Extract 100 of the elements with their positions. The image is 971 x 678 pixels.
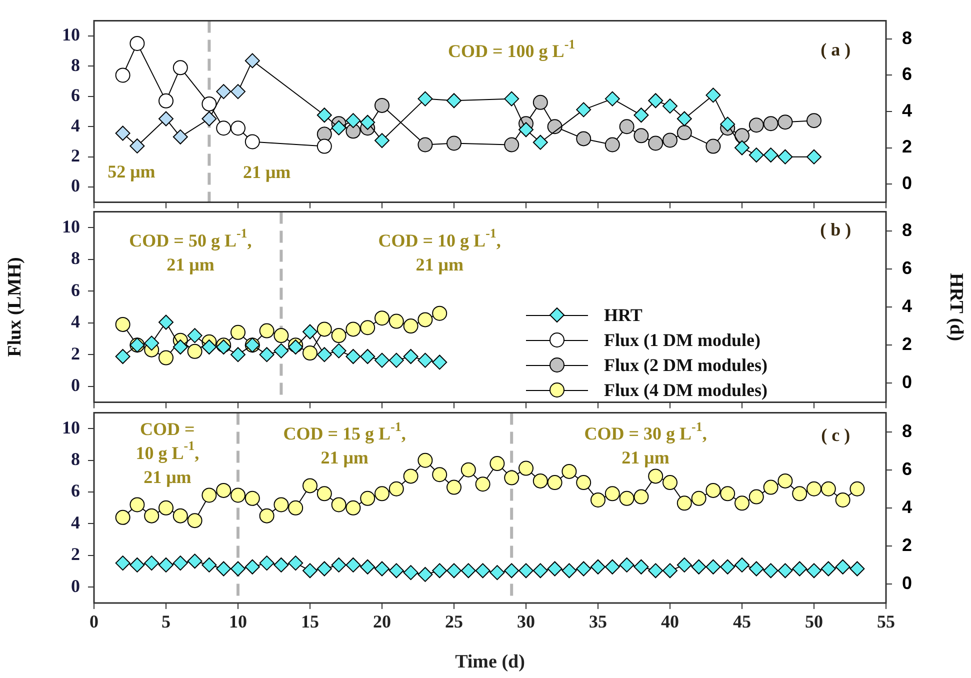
point — [144, 556, 160, 571]
point — [115, 510, 130, 525]
point — [820, 561, 836, 576]
point — [532, 94, 548, 110]
point — [158, 557, 174, 572]
point — [418, 312, 433, 328]
point — [360, 114, 376, 130]
legend-label: Flux (4 DM modules) — [604, 379, 768, 401]
point — [778, 149, 793, 164]
point — [144, 336, 160, 351]
y-tick-label: 10 — [62, 417, 80, 438]
point — [504, 91, 520, 106]
point — [706, 138, 721, 154]
point — [302, 563, 318, 578]
point — [403, 349, 418, 364]
y2-tick-label: 8 — [902, 28, 912, 48]
point — [662, 98, 678, 114]
y2-tick-label: 4 — [902, 296, 912, 316]
point — [835, 492, 850, 508]
point — [230, 561, 246, 576]
point — [346, 349, 361, 364]
y-tick-label: 2 — [71, 544, 80, 564]
y-tick-label: 8 — [71, 248, 80, 268]
y-tick-label: 2 — [71, 146, 80, 166]
point — [432, 467, 448, 482]
y2-tick-label: 6 — [902, 458, 912, 479]
point — [518, 122, 534, 138]
x-tick-label: 20 — [373, 611, 391, 632]
x-tick-label: 55 — [877, 611, 895, 632]
point — [244, 559, 260, 574]
point — [691, 559, 706, 574]
y2-tick-label: 4 — [902, 496, 912, 517]
y-tick-label: 4 — [71, 312, 80, 332]
x-tick-label: 25 — [445, 611, 463, 632]
point — [244, 53, 260, 68]
point — [403, 318, 418, 334]
point — [662, 475, 678, 490]
y-tick-label: 6 — [71, 280, 80, 300]
point — [634, 489, 649, 504]
point — [360, 559, 376, 574]
point — [734, 496, 750, 511]
point — [230, 84, 246, 100]
point — [734, 140, 750, 156]
point — [446, 93, 462, 108]
point — [130, 557, 145, 572]
point — [202, 488, 217, 503]
point — [562, 464, 577, 479]
y-tick-label: 8 — [71, 54, 80, 75]
point — [115, 349, 130, 364]
point — [460, 462, 476, 478]
point — [576, 131, 592, 146]
point — [720, 559, 736, 574]
point — [187, 328, 202, 344]
x-tick-label: 50 — [805, 611, 823, 632]
point — [259, 347, 274, 362]
point — [706, 88, 721, 103]
point — [316, 126, 332, 142]
y-axis-title: Flux (LMH) — [4, 257, 26, 357]
point — [187, 344, 202, 359]
point — [172, 129, 188, 144]
point — [763, 148, 778, 163]
point — [130, 36, 145, 51]
point — [144, 508, 160, 524]
y-tick-label: 10 — [62, 216, 80, 236]
point — [331, 343, 346, 358]
point — [316, 322, 332, 337]
point — [676, 496, 692, 511]
point — [259, 508, 274, 524]
point — [202, 339, 217, 354]
point — [576, 475, 592, 490]
annotation: ( c ) — [821, 425, 850, 446]
point — [202, 557, 217, 572]
point — [850, 561, 865, 576]
point — [691, 490, 706, 506]
point — [806, 481, 822, 496]
point — [648, 563, 664, 578]
point — [172, 556, 188, 571]
point — [619, 490, 634, 506]
point — [115, 316, 130, 332]
y2-tick-label: 0 — [902, 372, 912, 392]
annotation: ( a ) — [820, 40, 851, 60]
point — [388, 352, 404, 368]
point — [676, 557, 692, 572]
y2-tick-label: 4 — [902, 100, 912, 120]
point — [604, 137, 620, 152]
point — [734, 128, 750, 144]
y-tick-label: 8 — [71, 449, 80, 470]
point — [418, 91, 433, 106]
point — [806, 563, 822, 578]
point — [388, 481, 404, 496]
point — [576, 102, 592, 118]
point — [274, 343, 289, 358]
point — [648, 468, 664, 484]
point — [230, 120, 246, 136]
point — [547, 475, 562, 490]
point — [504, 470, 520, 486]
point — [748, 118, 764, 133]
point — [288, 500, 304, 516]
point — [720, 116, 736, 132]
point — [274, 328, 289, 344]
